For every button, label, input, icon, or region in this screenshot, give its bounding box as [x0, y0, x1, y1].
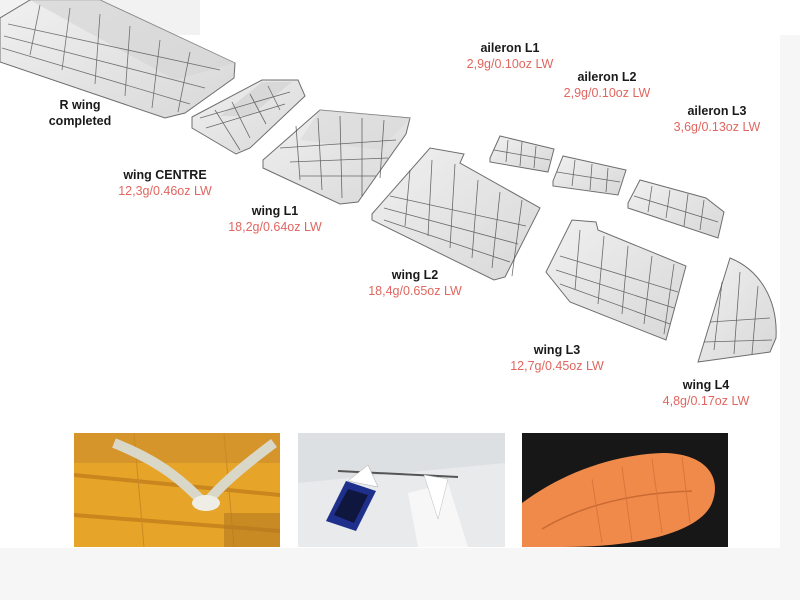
label-wing-l2: wing L2 18,4g/0.65oz LW [355, 267, 475, 299]
panel-aileron-l3 [627, 179, 725, 239]
panel-wing-l2 [371, 147, 541, 281]
label-wing-centre: wing CENTRE 12,3g/0.46oz LW [100, 167, 230, 199]
label-wing-centre-name: wing CENTRE [123, 168, 207, 182]
panel-r-wing [0, 0, 236, 119]
label-wing-l3: wing L3 12,7g/0.45oz LW [497, 342, 617, 374]
label-wing-l4-weight: 4,8g/0.17oz LW [662, 394, 750, 408]
label-wing-l2-weight: 18,4g/0.65oz LW [368, 284, 462, 298]
panel-wing-l1 [262, 109, 411, 205]
background-bottom-band [0, 548, 800, 600]
label-wing-l3-name: wing L3 [533, 343, 581, 357]
label-aileron-l1: aileron L1 2,9g/0.10oz LW [450, 40, 570, 72]
label-aileron-l3-name: aileron L3 [687, 104, 747, 118]
label-wing-l1-name: wing L1 [251, 204, 299, 218]
label-wing-l4-name: wing L4 [682, 378, 730, 392]
label-aileron-l2-name: aileron L2 [577, 70, 637, 84]
label-aileron-l2-weight: 2,9g/0.10oz LW [563, 86, 651, 100]
panel-aileron-l2 [552, 155, 627, 196]
photo-yellow-wing [74, 433, 280, 547]
label-aileron-l3-weight: 3,6g/0.13oz LW [673, 120, 761, 134]
label-r-wing: R wing completed [35, 97, 125, 129]
label-wing-l1-weight: 18,2g/0.64oz LW [228, 220, 322, 234]
label-wing-l4: wing L4 4,8g/0.17oz LW [651, 377, 761, 409]
label-aileron-l1-weight: 2,9g/0.10oz LW [466, 57, 554, 71]
label-r-wing-line1: R wing [59, 98, 101, 112]
panel-wing-l4 [697, 257, 777, 363]
photo-orange-wing-tip [522, 433, 728, 547]
panel-wing-centre [191, 79, 306, 155]
panel-wing-l3 [545, 219, 687, 341]
label-aileron-l1-name: aileron L1 [480, 41, 540, 55]
label-r-wing-line2: completed [48, 114, 112, 128]
label-wing-centre-weight: 12,3g/0.46oz LW [118, 184, 212, 198]
label-wing-l1: wing L1 18,2g/0.64oz LW [215, 203, 335, 235]
photo-depron-parts [298, 433, 505, 547]
label-aileron-l3: aileron L3 3,6g/0.13oz LW [657, 103, 777, 135]
background-right-strip [780, 35, 800, 565]
label-aileron-l2: aileron L2 2,9g/0.10oz LW [547, 69, 667, 101]
label-wing-l3-weight: 12,7g/0.45oz LW [510, 359, 604, 373]
label-wing-l2-name: wing L2 [391, 268, 439, 282]
panel-aileron-l1 [489, 135, 555, 173]
